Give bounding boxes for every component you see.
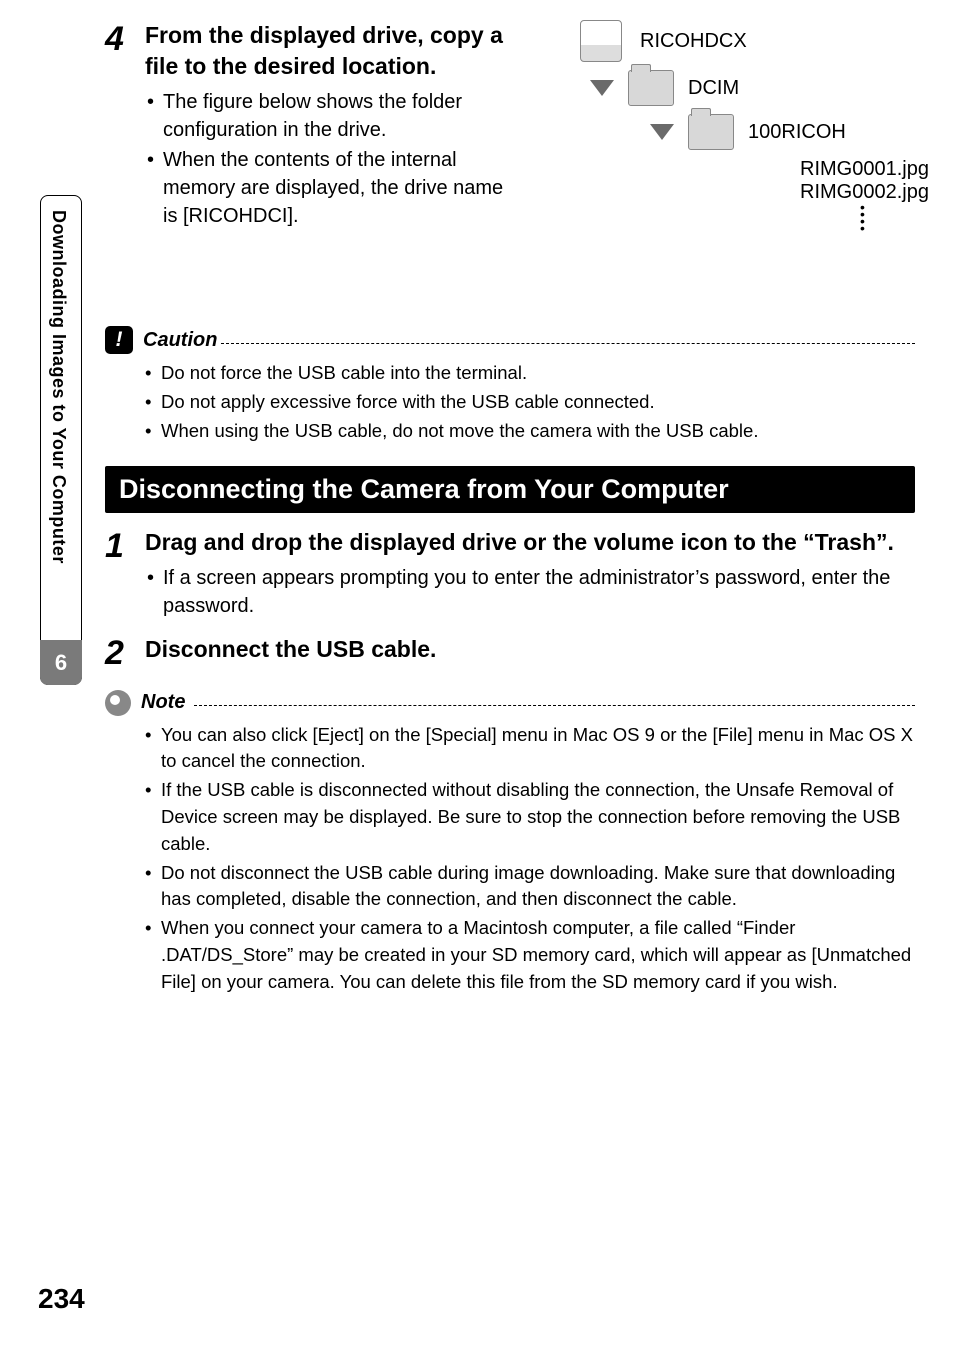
caution-header: ! Caution [105,326,915,354]
step-title: From the displayed drive, copy a file to… [145,20,505,82]
sidebar-label: Downloading Images to Your Computer [48,210,69,564]
bullet: If a screen appears prompting you to ent… [163,564,915,620]
folder-label: DCIM [688,77,739,100]
step-number: 2 [105,634,145,671]
step-title: Disconnect the USB cable. [145,634,915,665]
folder-label: 100RICOH [748,121,846,144]
dash-line [221,343,915,344]
caution-icon: ! [105,326,133,354]
triangle-icon [650,124,674,140]
ellipsis-dots: •••• [860,204,954,232]
bullet: When using the USB cable, do not move th… [161,418,915,445]
folder-icon [688,114,734,150]
sidebar-section-number: 6 [40,640,82,685]
folder-tree-figure: RICOHDCX DCIM 100RICOH RIMG0001.jpg RIMG… [560,20,954,232]
drive-label: RICOHDCX [640,30,747,53]
section-heading: Disconnecting the Camera from Your Compu… [105,466,915,513]
bullet: Do not force the USB cable into the term… [161,360,915,387]
page-number: 234 [38,1283,85,1315]
caution-bullets: Do not force the USB cable into the term… [105,360,915,444]
step-bullets: If a screen appears prompting you to ent… [145,564,915,620]
file-label: RIMG0002.jpg [800,181,954,204]
dash-line [194,705,915,706]
triangle-icon [590,80,614,96]
bullet: You can also click [Eject] on the [Speci… [161,722,915,776]
bullet: When you connect your camera to a Macint… [161,915,915,995]
step-number: 4 [105,20,145,232]
file-label: RIMG0001.jpg [800,158,954,181]
step-2: 2 Disconnect the USB cable. [105,634,915,671]
dash-spacer [189,694,193,712]
bullet: If the USB cable is disconnected without… [161,777,915,857]
bullet: Do not apply excessive force with the US… [161,389,915,416]
step-1: 1 Drag and drop the displayed drive or t… [105,527,915,622]
drive-icon [580,20,622,62]
step-bullets: The figure below shows the folder config… [145,88,505,230]
bullet: Do not disconnect the USB cable during i… [161,860,915,914]
caution-label: Caution [143,329,217,352]
bullet: When the contents of the internal memory… [163,146,505,230]
folder-icon [628,70,674,106]
bullet: The figure below shows the folder config… [163,88,505,144]
note-header: Note [105,690,915,716]
step-title: Drag and drop the displayed drive or the… [145,527,915,558]
note-label: Note [141,691,185,714]
note-icon [105,690,131,716]
main-content: 4 From the displayed drive, copy a file … [105,20,915,998]
step-number: 1 [105,527,145,622]
note-bullets: You can also click [Eject] on the [Speci… [105,722,915,996]
